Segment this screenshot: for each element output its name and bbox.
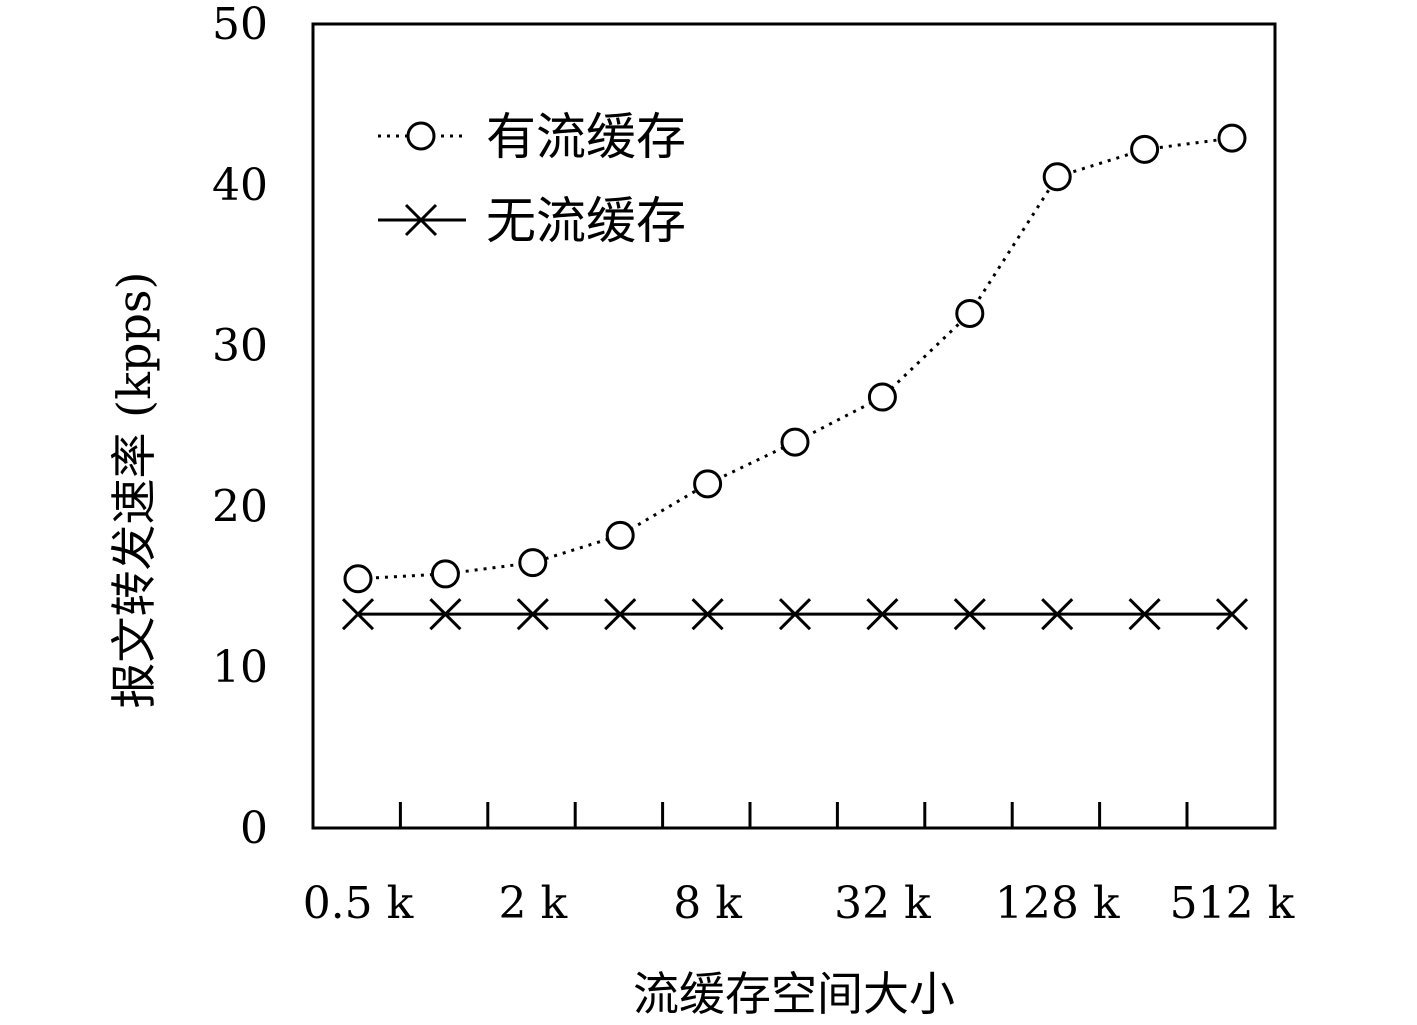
- y-tick-label: 30: [212, 321, 268, 372]
- data-point-with-cache: [343, 564, 373, 594]
- data-point-with-cache: [867, 382, 897, 412]
- cross-stroke: [953, 598, 986, 631]
- data-point-with-cache: [780, 427, 810, 457]
- y-tick-label: 40: [212, 160, 268, 211]
- y-tick-label: 50: [212, 0, 268, 50]
- data-point-with-cache: [605, 520, 635, 550]
- y-tick-label: 0: [240, 803, 268, 854]
- cross-stroke: [341, 598, 375, 631]
- data-point-with-cache: [1217, 123, 1247, 153]
- plot-frame: [311, 22, 1277, 830]
- x-axis-tick-labels: 0.5 k 2 k 8 k 32 k 128 k 512 k: [303, 878, 1295, 929]
- data-point-without-cache: [604, 598, 637, 631]
- cross-stroke: [1041, 598, 1074, 631]
- cross-stroke: [404, 203, 438, 237]
- data-point-with-cache: [693, 469, 723, 499]
- x-axis-title: 流缓存空间大小: [633, 967, 955, 1021]
- data-point-with-cache: [1042, 162, 1072, 192]
- data-point-with-cache: [430, 559, 460, 589]
- data-point-without-cache: [1128, 598, 1161, 631]
- data-point-without-cache: [691, 598, 724, 631]
- legend-marker-with-cache: [406, 121, 436, 151]
- x-tick-label: 0.5 k: [303, 878, 414, 929]
- series-with-cache-line: [357, 136, 1233, 581]
- x-axis-ticks: [398, 802, 1189, 828]
- data-point-without-cache: [1215, 598, 1249, 631]
- data-point-without-cache: [1041, 598, 1074, 631]
- x-tick-label: 32 k: [834, 878, 931, 929]
- y-tick-label: 10: [212, 642, 268, 693]
- data-point-without-cache: [866, 598, 899, 631]
- data-point-without-cache: [429, 598, 462, 631]
- data-point-with-cache: [955, 298, 985, 328]
- cross-stroke: [604, 598, 637, 631]
- legend-marker-without-cache: [404, 203, 438, 237]
- y-axis-tick-labels: 0 10 20 30 40 50: [212, 0, 268, 854]
- data-point-with-cache: [1130, 134, 1160, 164]
- cross-stroke: [1215, 598, 1249, 631]
- cross-stroke: [516, 598, 549, 631]
- cross-stroke: [691, 598, 724, 631]
- data-point-without-cache: [516, 598, 549, 631]
- data-point-with-cache: [518, 548, 548, 578]
- data-point-without-cache: [953, 598, 986, 631]
- data-point-without-cache: [778, 598, 812, 631]
- x-tick-label: 512 k: [1170, 878, 1295, 929]
- y-tick-label: 20: [212, 481, 268, 532]
- legend-label-without-cache: 无流缓存: [486, 192, 686, 250]
- series-layer: [341, 123, 1249, 631]
- x-tick-label: 2 k: [498, 878, 567, 929]
- x-tick-label: 8 k: [673, 878, 742, 929]
- data-point-without-cache: [341, 598, 375, 631]
- cross-stroke: [1128, 598, 1161, 631]
- cross-stroke: [778, 598, 812, 631]
- x-tick-label: 128 k: [995, 878, 1120, 929]
- legend-label-with-cache: 有流缓存: [486, 108, 686, 166]
- cross-stroke: [429, 598, 462, 631]
- cross-stroke: [866, 598, 899, 631]
- y-axis-title: 报文转发速率 (kpps): [107, 272, 161, 709]
